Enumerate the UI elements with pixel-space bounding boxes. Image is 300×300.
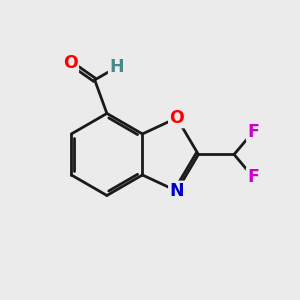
Text: N: N [169, 182, 184, 200]
Text: H: H [109, 58, 124, 76]
Text: F: F [247, 123, 259, 141]
Text: O: O [169, 109, 184, 127]
Text: F: F [247, 168, 259, 186]
Text: O: O [63, 54, 78, 72]
